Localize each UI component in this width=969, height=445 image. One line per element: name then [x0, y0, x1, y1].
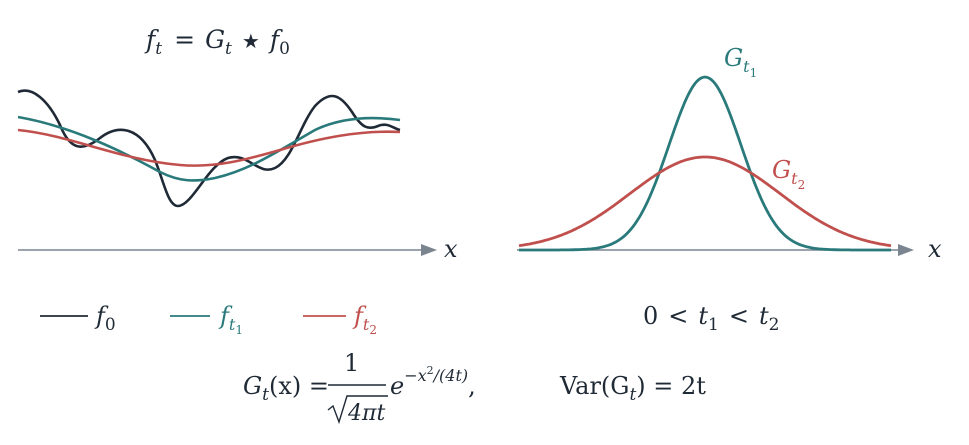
legend-item-f0: f0: [40, 302, 116, 335]
legend-item-ft2: ft2: [303, 302, 377, 337]
right-x-axis-arrow: [898, 244, 914, 256]
legend-item-ft1: ft1: [170, 302, 243, 337]
formula-variance: Var(Gt) = 2t: [559, 372, 706, 405]
formula-numerator: 1: [344, 349, 359, 377]
formula-sqrt-body: 4πt: [347, 401, 385, 426]
curve-ft2: [17, 128, 401, 167]
curve-G-t2: [518, 155, 892, 248]
label-G-t1: Gt1: [724, 44, 757, 80]
legend-label-ft2: ft2: [352, 302, 377, 337]
label-G-t2: Gt2: [772, 156, 805, 192]
heat-kernel-formula: Gt(x) = 1 4πt e−x2/(4t), Var(Gt) = 2t: [243, 349, 706, 426]
legend: f0 ft1 ft2: [40, 302, 377, 337]
time-order-condition: 0 < t1 < t2: [643, 302, 779, 335]
curve-ft1: [17, 115, 401, 182]
right-x-label: x: [928, 235, 942, 263]
curve-G-t1: [519, 75, 891, 252]
legend-label-ft1: ft1: [218, 302, 243, 337]
left-title: ft = Gt ★ f0: [144, 25, 290, 59]
left-panel: ft = Gt ★ f0 x f0 ft1 ft2: [17, 25, 458, 337]
left-x-axis-arrow: [421, 244, 437, 256]
curve-f0: [17, 89, 401, 208]
formula-exponential: e−x2/(4t),: [390, 364, 476, 400]
legend-label-f0: f0: [94, 302, 116, 335]
formula-lhs: Gt(x) =: [243, 372, 329, 405]
right-panel: x Gt1 Gt2 0 < t1 < t2: [517, 44, 942, 335]
sqrt-sign: [327, 395, 388, 425]
left-x-label: x: [444, 235, 458, 263]
